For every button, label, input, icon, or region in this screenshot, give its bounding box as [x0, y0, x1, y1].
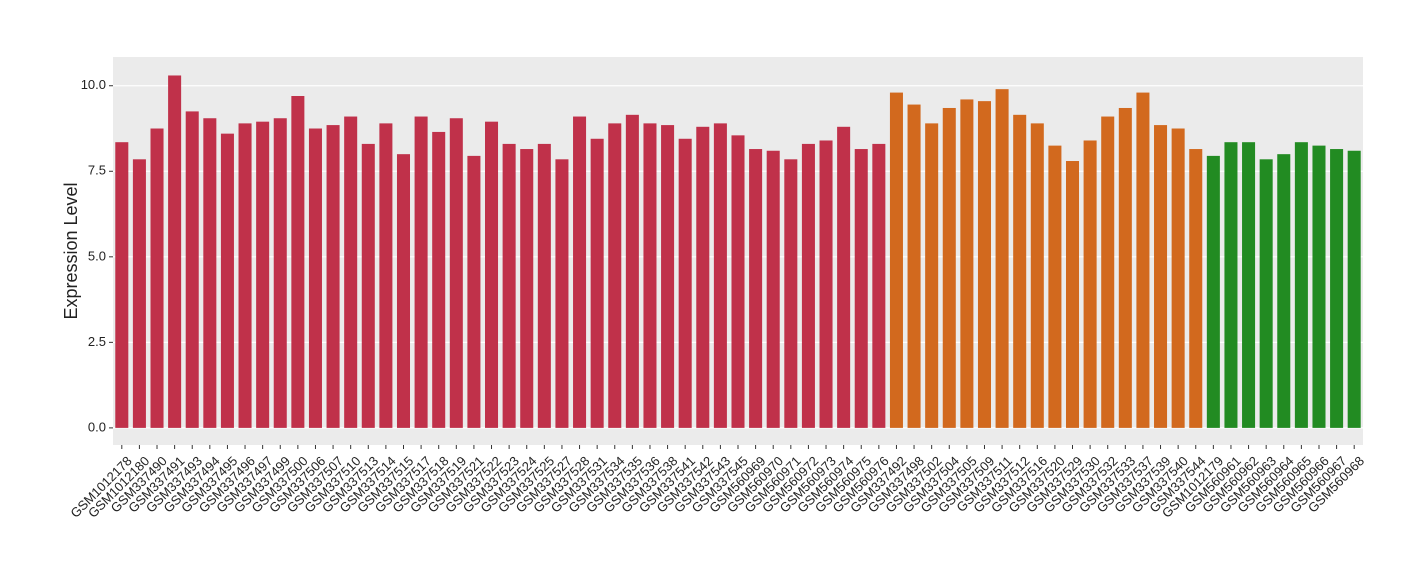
bar: [238, 123, 252, 428]
bar: [977, 101, 991, 428]
bar: [1294, 142, 1308, 428]
bar: [432, 131, 446, 428]
bar: [396, 154, 411, 428]
bar: [220, 133, 234, 428]
bar: [1030, 123, 1044, 428]
bar: [1242, 142, 1256, 428]
bar: [132, 159, 146, 428]
bar: [379, 123, 393, 428]
y-tick-label: 5.0: [88, 248, 106, 263]
bar: [960, 99, 974, 428]
bar: [1013, 114, 1027, 428]
bar: [115, 142, 129, 428]
bar: [925, 123, 939, 428]
bar: [308, 128, 322, 428]
bar: [907, 104, 921, 428]
bar: [150, 128, 164, 428]
bar: [502, 143, 516, 428]
bar: [608, 123, 622, 428]
bar: [1259, 159, 1273, 428]
bar: [590, 138, 604, 428]
bar: [942, 107, 956, 428]
bar: [1312, 145, 1326, 428]
y-tick-label: 2.5: [88, 334, 106, 349]
bar: [555, 159, 569, 428]
bar: [573, 116, 587, 428]
bar: [273, 118, 287, 428]
bar: [485, 121, 499, 428]
bar: [854, 149, 868, 428]
bar: [713, 123, 727, 428]
bar: [1118, 107, 1132, 428]
bar: [467, 155, 481, 428]
bar: [520, 149, 534, 428]
bar: [185, 111, 199, 428]
bar: [749, 149, 763, 428]
bar: [625, 114, 639, 428]
bar: [995, 89, 1009, 428]
y-tick-label: 10.0: [81, 77, 106, 92]
bar: [661, 125, 675, 428]
bar: [168, 75, 182, 428]
bar: [819, 140, 833, 428]
bar: [1171, 128, 1185, 428]
bar: [414, 116, 428, 428]
bar: [1224, 142, 1238, 428]
bar: [256, 121, 270, 428]
bar: [1330, 149, 1344, 428]
bar: [801, 143, 815, 428]
bar: [889, 92, 903, 428]
bar: [1083, 140, 1097, 428]
bar: [1101, 116, 1115, 428]
bar: [872, 143, 886, 428]
bar: [1048, 145, 1062, 428]
bar: [784, 159, 798, 428]
y-tick-label: 0.0: [88, 419, 106, 434]
bar: [291, 96, 305, 428]
bar: [643, 123, 657, 428]
bar: [678, 138, 692, 428]
bar: [837, 126, 851, 428]
bar: [537, 143, 551, 428]
bar: [1154, 125, 1168, 428]
bar: [361, 143, 375, 428]
bar: [1347, 150, 1361, 428]
bar: [766, 150, 780, 428]
bar: [449, 118, 463, 428]
y-tick-label: 7.5: [88, 163, 106, 178]
bar: [326, 125, 340, 428]
bar: [1206, 155, 1220, 428]
bar: [1277, 154, 1291, 428]
bar: [696, 126, 710, 428]
bar: [203, 118, 217, 428]
bar: [1189, 149, 1203, 428]
bar: [344, 116, 358, 428]
y-axis-label: Expression Level: [61, 182, 81, 319]
bar: [1136, 92, 1150, 428]
bar: [1065, 161, 1080, 428]
bar: [731, 135, 745, 428]
